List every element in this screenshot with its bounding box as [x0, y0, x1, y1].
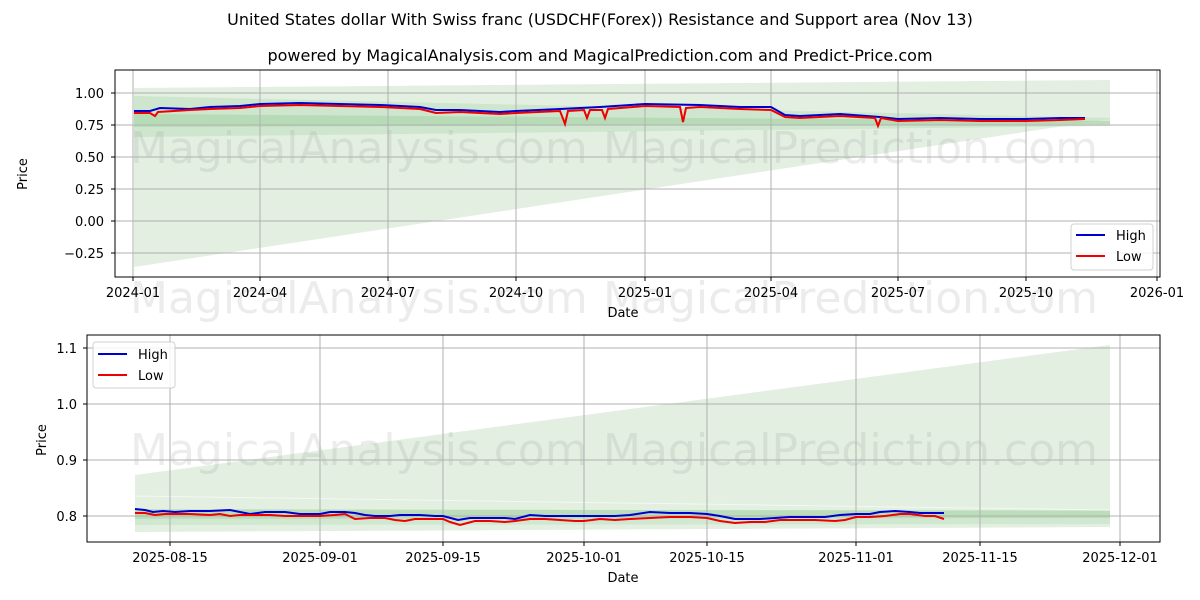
svg-text:2024-04: 2024-04 [233, 286, 287, 301]
bottom-axes-frame [86, 334, 1161, 543]
svg-text:2025-09-01: 2025-09-01 [282, 551, 358, 566]
legend-low-label: Low [1116, 250, 1142, 265]
svg-text:2025-09-15: 2025-09-15 [405, 551, 481, 566]
top-y-ticks: 1.00 0.75 0.50 0.25 0.00 −0.25 [64, 87, 104, 262]
watermark-analysis-lower: MagicalAnalysis.com [130, 273, 588, 324]
svg-text:−0.25: −0.25 [64, 247, 104, 262]
chart-subtitle: powered by MagicalAnalysis.com and Magic… [267, 46, 933, 65]
svg-text:2025-12-01: 2025-12-01 [1082, 551, 1158, 566]
bottom-x-axis-label: Date [607, 571, 638, 586]
watermark-analysis-bottom: MagicalAnalysis.com [130, 425, 588, 476]
svg-text:2025-07: 2025-07 [871, 286, 925, 301]
bottom-x-ticks: 2025-08-15 2025-09-01 2025-09-15 2025-10… [132, 551, 1158, 566]
top-grid [115, 70, 1160, 277]
svg-text:0.8: 0.8 [56, 510, 77, 525]
svg-text:2024-07: 2024-07 [361, 286, 415, 301]
legend-high-label: High [138, 348, 168, 363]
svg-text:1.1: 1.1 [56, 342, 77, 357]
svg-text:0.00: 0.00 [75, 215, 104, 230]
bottom-low-line [135, 512, 945, 527]
svg-text:2025-10-15: 2025-10-15 [669, 551, 745, 566]
top-y-axis-label: Price [16, 158, 31, 190]
svg-text:1.0: 1.0 [56, 398, 77, 413]
svg-text:0.25: 0.25 [75, 183, 104, 198]
svg-text:1.00: 1.00 [75, 87, 104, 102]
bottom-y-ticks: 1.1 1.0 0.9 0.8 [56, 342, 77, 525]
bottom-high-line [134, 508, 944, 522]
svg-text:0.9: 0.9 [56, 454, 77, 469]
watermark-prediction-lower: MagicalPrediction.com [603, 273, 1098, 324]
bottom-y-axis-label: Price [35, 424, 50, 456]
top-low-line [134, 103, 1086, 129]
svg-text:2025-10-01: 2025-10-01 [546, 551, 622, 566]
watermark-prediction-bottom: MagicalPrediction.com [603, 425, 1098, 476]
watermark-analysis: MagicalAnalysis.com [130, 123, 588, 174]
svg-text:2025-11-15: 2025-11-15 [942, 551, 1018, 566]
legend-low-label: Low [138, 369, 164, 384]
svg-text:2024-01: 2024-01 [106, 286, 160, 301]
svg-text:0.50: 0.50 [75, 151, 104, 166]
svg-text:2026-01: 2026-01 [1130, 286, 1184, 301]
top-x-axis-label: Date [607, 306, 638, 321]
chart-title: United States dollar With Swiss franc (U… [227, 10, 973, 29]
legend-high-label: High [1116, 229, 1146, 244]
top-inner-band [134, 114, 1110, 127]
svg-text:2025-01: 2025-01 [618, 286, 672, 301]
bottom-legend: High Low [92, 341, 176, 389]
top-high-line [134, 101, 1085, 121]
svg-text:2025-11-01: 2025-11-01 [818, 551, 894, 566]
top-x-ticks: 2024-01 2024-04 2024-07 2024-10 2025-01 … [106, 286, 1184, 301]
bottom-chart: MagicalAnalysis.com MagicalPrediction.co… [35, 334, 1161, 586]
top-chart: MagicalAnalysis.com MagicalPrediction.co… [16, 69, 1184, 324]
svg-text:2025-08-15: 2025-08-15 [132, 551, 208, 566]
watermark-prediction: MagicalPrediction.com [603, 123, 1098, 174]
svg-text:2025-04: 2025-04 [744, 286, 798, 301]
top-legend: High Low [1070, 223, 1154, 271]
svg-text:2024-10: 2024-10 [489, 286, 543, 301]
bottom-outer-band [135, 345, 1110, 532]
top-axes-frame [114, 69, 1161, 278]
svg-text:0.75: 0.75 [75, 119, 104, 134]
svg-text:2025-10: 2025-10 [999, 286, 1053, 301]
